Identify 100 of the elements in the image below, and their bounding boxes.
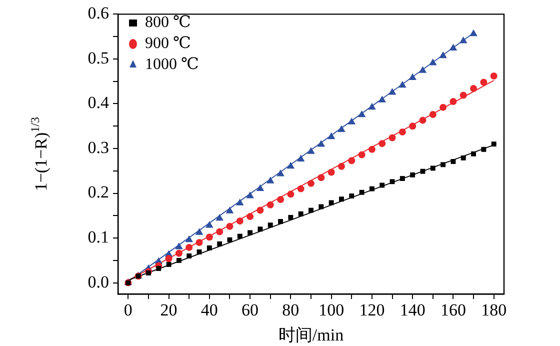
x-tick-label: 0 <box>124 300 132 320</box>
point <box>349 193 354 198</box>
point <box>226 206 234 214</box>
y-tick-label: 0.5 <box>88 48 109 68</box>
point <box>317 140 326 147</box>
y-tick-label: 0.3 <box>88 138 109 157</box>
point <box>268 222 273 228</box>
point <box>206 234 213 241</box>
legend-label: 800 ℃ <box>145 14 191 32</box>
x-tick-label: 60 <box>242 300 259 320</box>
point <box>420 168 426 174</box>
point <box>388 134 396 142</box>
point <box>410 172 416 178</box>
point <box>277 196 284 204</box>
point <box>481 146 486 152</box>
legend-label: 1000 ℃ <box>145 56 199 74</box>
point <box>206 221 214 228</box>
point <box>339 196 344 202</box>
point <box>216 214 224 221</box>
x-tick-label: 100 <box>318 300 344 320</box>
point <box>246 213 254 220</box>
point <box>491 142 496 146</box>
point <box>186 253 192 258</box>
point <box>470 85 478 92</box>
point <box>471 151 476 156</box>
x-axis-title: 时间/min <box>278 325 344 344</box>
x-tick-label: 140 <box>400 300 426 320</box>
point <box>338 162 345 170</box>
point <box>297 185 304 192</box>
point <box>318 174 325 182</box>
point <box>166 262 172 267</box>
point <box>380 182 385 188</box>
point <box>480 78 488 86</box>
y-tick-label: 0.2 <box>88 182 109 202</box>
y-axis-title: 1−(1−R)1/3 <box>28 117 50 192</box>
point <box>359 190 364 195</box>
point <box>256 206 264 214</box>
point <box>307 147 315 154</box>
x-tick-label: 40 <box>200 300 218 320</box>
point <box>358 151 366 158</box>
point <box>429 110 436 118</box>
point <box>378 96 386 102</box>
point <box>248 230 253 236</box>
point <box>296 154 305 162</box>
point <box>206 245 212 250</box>
point <box>369 186 374 192</box>
point <box>338 125 346 132</box>
point <box>450 159 456 164</box>
point <box>430 166 436 171</box>
point <box>175 242 183 250</box>
point <box>408 73 416 80</box>
point <box>276 170 284 176</box>
point <box>440 162 446 168</box>
point <box>196 249 202 254</box>
point <box>175 250 182 257</box>
point <box>440 104 447 111</box>
point <box>216 228 224 236</box>
point <box>308 208 314 213</box>
point <box>227 237 232 242</box>
point <box>318 204 324 210</box>
point <box>266 176 274 184</box>
point <box>348 118 356 124</box>
point <box>398 128 406 136</box>
point <box>266 201 274 208</box>
point <box>286 162 295 169</box>
point <box>196 239 203 246</box>
point <box>246 191 254 198</box>
point <box>450 98 457 105</box>
point <box>460 155 466 160</box>
point <box>388 88 396 95</box>
point <box>368 146 376 153</box>
point <box>226 222 234 230</box>
point <box>327 132 336 140</box>
point <box>217 241 222 246</box>
point <box>348 157 356 164</box>
legend-label: 900 ℃ <box>145 35 191 52</box>
point <box>459 36 468 44</box>
point <box>258 226 263 232</box>
point <box>195 228 204 235</box>
point <box>308 180 314 187</box>
point <box>419 116 426 124</box>
point <box>378 140 386 148</box>
point <box>368 102 376 110</box>
point <box>418 66 427 73</box>
point <box>460 92 467 99</box>
point <box>287 190 294 198</box>
x-tick-label: 20 <box>160 300 178 320</box>
point <box>278 219 283 224</box>
x-tick-label: 180 <box>481 300 507 320</box>
y-tick-label: 0.4 <box>88 93 110 112</box>
y-tick-label: 0.0 <box>88 272 109 292</box>
y-tick-label: 0.6 <box>88 4 109 23</box>
point <box>390 179 395 184</box>
x-tick-label: 80 <box>282 300 300 320</box>
point <box>236 198 244 206</box>
point <box>400 176 405 181</box>
point <box>236 218 244 225</box>
point <box>439 51 447 58</box>
point <box>288 214 294 220</box>
point <box>398 80 406 88</box>
